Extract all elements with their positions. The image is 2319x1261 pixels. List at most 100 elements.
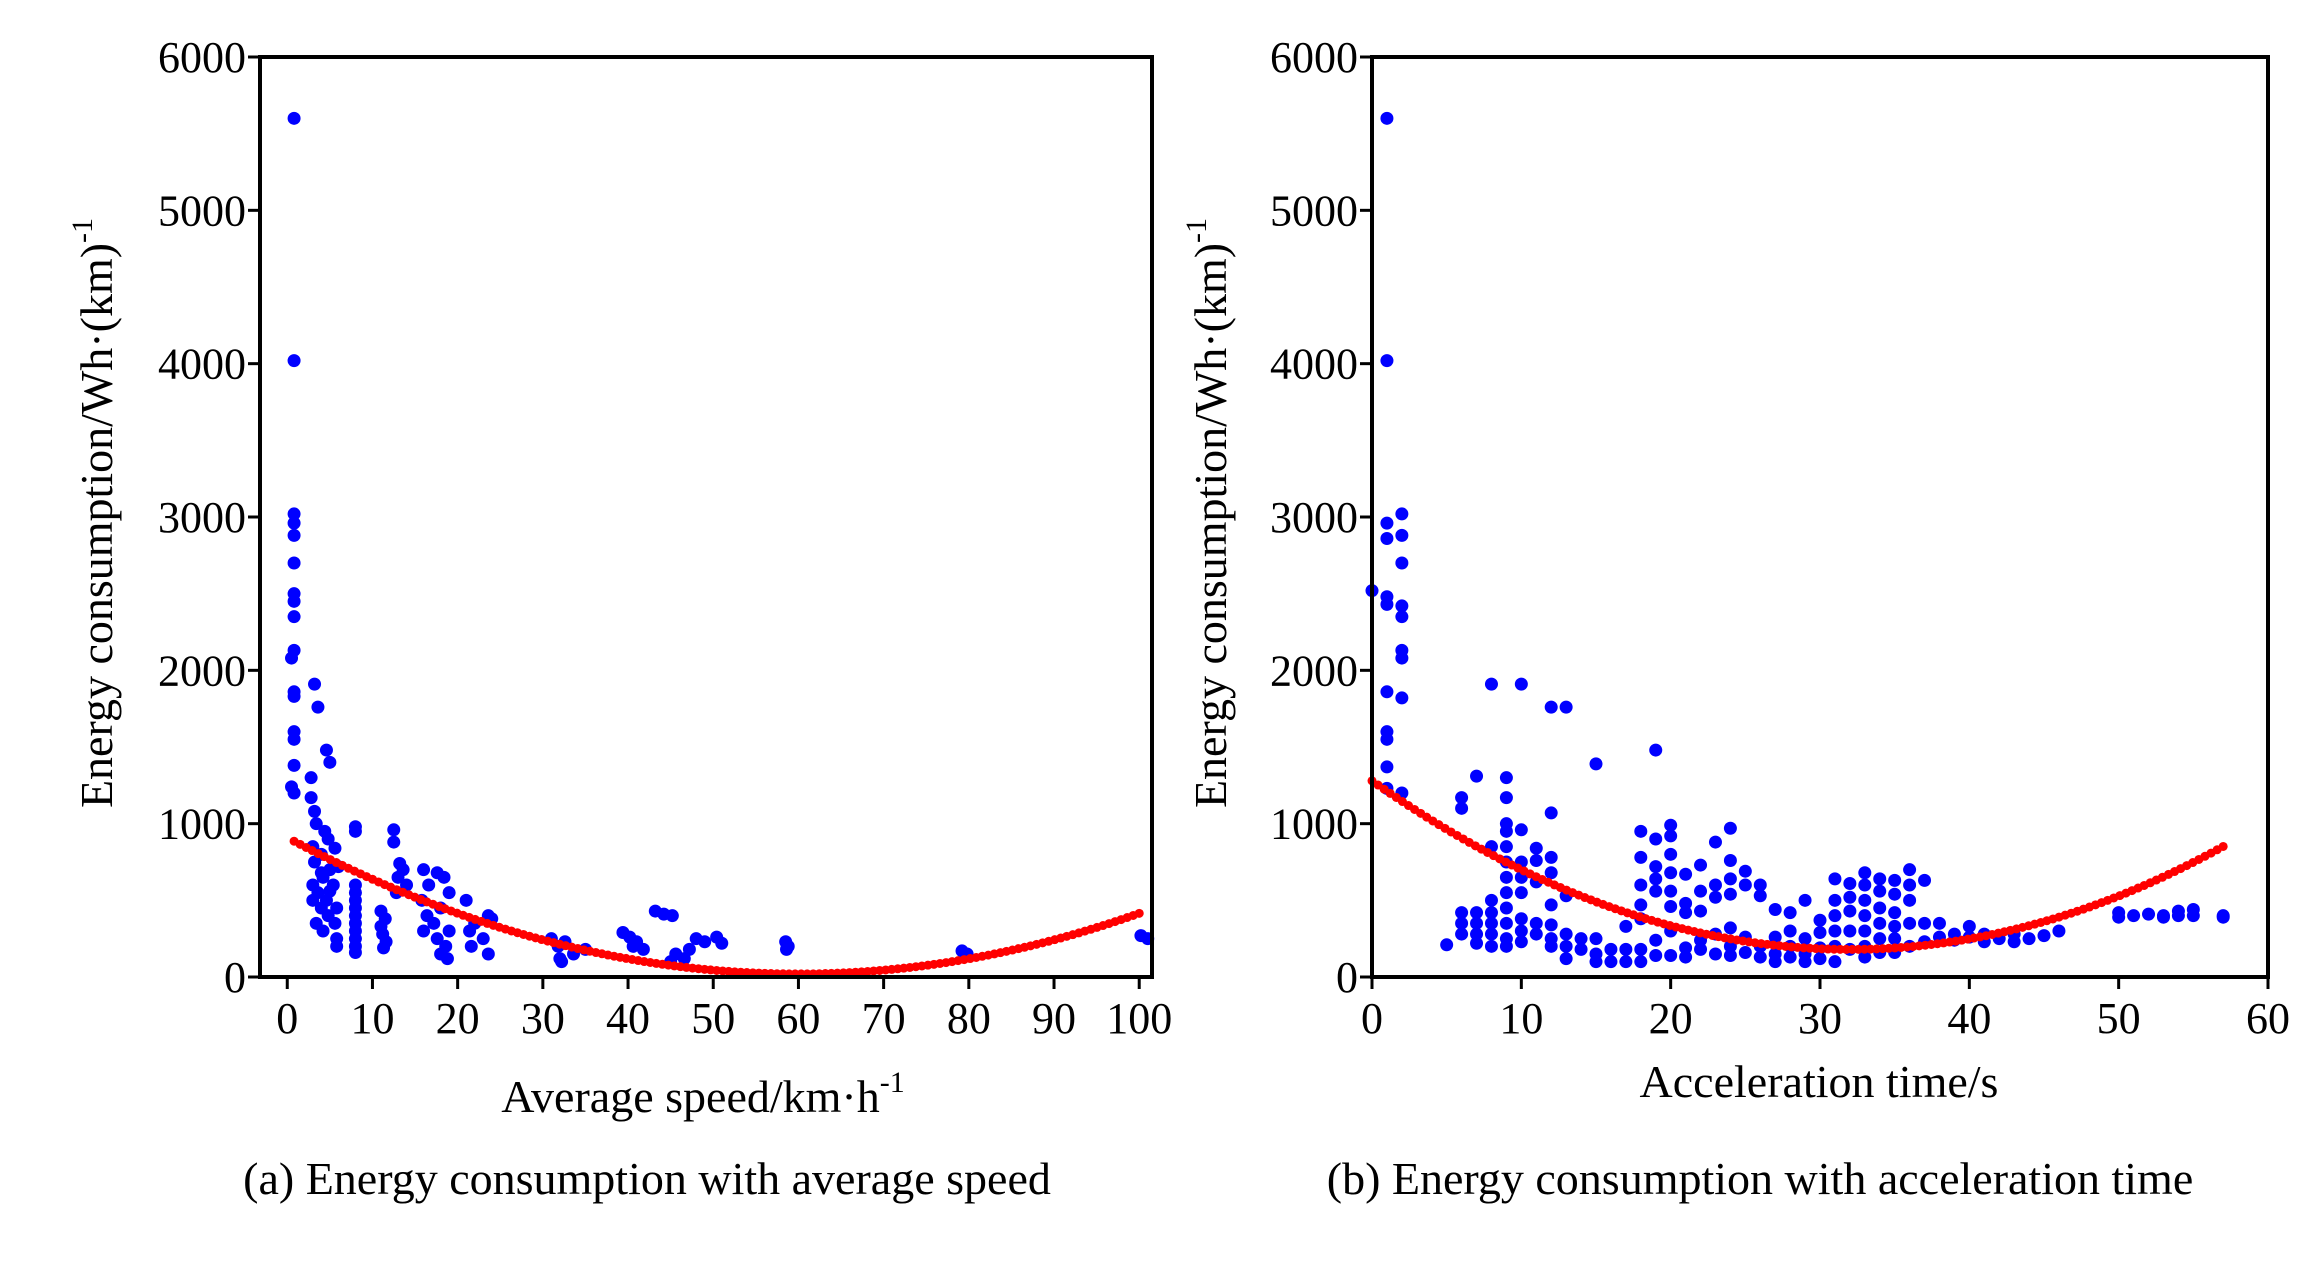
data-point [1380, 354, 1394, 368]
data-point [1664, 818, 1678, 832]
data-point [427, 916, 441, 930]
data-point [1634, 942, 1648, 956]
data-point [1753, 889, 1767, 903]
data-point [1395, 528, 1409, 542]
data-point [1694, 942, 1708, 956]
data-point [1813, 913, 1827, 927]
data-point [1514, 912, 1528, 926]
data-point [1649, 860, 1663, 874]
data-point [437, 870, 451, 884]
data-point [287, 111, 301, 125]
data-point [1798, 932, 1812, 946]
data-point [442, 886, 456, 900]
plot-frame [1370, 55, 2270, 979]
data-point [1499, 916, 1513, 930]
data-point [422, 878, 436, 892]
data-point [1544, 918, 1558, 932]
data-point [1380, 531, 1394, 545]
data-point [780, 942, 794, 956]
data-point [430, 932, 444, 946]
data-point [1634, 898, 1648, 912]
data-point [1903, 916, 1917, 930]
fit-curve-point [1134, 908, 1144, 918]
data-point [1544, 850, 1558, 864]
data-point [1873, 884, 1887, 898]
data-point [330, 939, 344, 953]
data-point [1903, 878, 1917, 892]
data-point [636, 942, 650, 956]
data-point [1708, 835, 1722, 849]
data-point [2216, 910, 2230, 924]
data-point [328, 841, 342, 855]
data-point [1470, 936, 1484, 950]
data-point [1470, 916, 1484, 930]
data-point [1828, 893, 1842, 907]
data-point [1858, 866, 1872, 880]
data-point [1649, 743, 1663, 757]
data-point [323, 884, 337, 898]
y-tick-label: 0 [224, 953, 246, 1002]
data-point [476, 932, 490, 946]
data-point [417, 924, 431, 938]
data-point [1574, 942, 1588, 956]
y-tick-label: 2000 [1270, 646, 1358, 695]
data-point [1843, 904, 1857, 918]
data-point [321, 832, 335, 846]
data-point [463, 924, 477, 938]
data-point [2171, 909, 2185, 923]
chart-caption: (a) Energy consumption with average spee… [243, 1153, 1051, 1204]
data-point [1723, 821, 1737, 835]
data-point [1753, 878, 1767, 892]
data-point [1499, 771, 1513, 785]
data-point [1738, 864, 1752, 878]
x-tick-label: 90 [1032, 994, 1076, 1043]
data-point [1440, 938, 1454, 952]
data-point [1529, 916, 1543, 930]
data-point [387, 823, 401, 837]
data-point [1380, 597, 1394, 611]
data-point [1499, 824, 1513, 838]
data-point [1828, 955, 1842, 969]
data-point [1499, 886, 1513, 900]
data-point [1649, 832, 1663, 846]
data-point [314, 866, 328, 880]
y-axis-label-text: Energy consumption/Wh·(km) [71, 243, 122, 808]
data-point [1470, 906, 1484, 920]
data-point [1723, 921, 1737, 935]
data-point [1664, 829, 1678, 843]
data-point [1918, 916, 1932, 930]
data-point [1828, 872, 1842, 886]
data-point [1858, 924, 1872, 938]
data-point [1634, 850, 1648, 864]
data-point [1380, 516, 1394, 530]
data-point [287, 786, 301, 800]
data-point [1873, 916, 1887, 930]
data-point [1858, 950, 1872, 964]
data-point [316, 924, 330, 938]
data-point [1484, 939, 1498, 953]
data-point [1470, 927, 1484, 941]
data-point [1544, 866, 1558, 880]
y-tick-label: 6000 [1270, 33, 1358, 82]
data-point [1514, 935, 1528, 949]
data-point [319, 743, 333, 757]
x-tick-label: 30 [1798, 994, 1842, 1043]
x-axis-label-text: Average speed/km·h [501, 1071, 880, 1122]
data-point [1455, 801, 1469, 815]
y-tick-label: 4000 [158, 340, 246, 389]
data-point [2142, 907, 2156, 921]
data-point [1380, 111, 1394, 125]
y-tick-label: 5000 [158, 186, 246, 235]
data-point [306, 893, 320, 907]
data-point [1499, 791, 1513, 805]
data-point [285, 651, 299, 665]
data-point [348, 824, 362, 838]
x-axis-label-superscript: -1 [880, 1066, 905, 1099]
x-tick-label: 80 [947, 994, 991, 1043]
x-tick-label: 50 [2097, 994, 2141, 1043]
data-point [348, 945, 362, 959]
data-point [1604, 942, 1618, 956]
data-point [1544, 806, 1558, 820]
data-point [1380, 760, 1394, 774]
data-point [2127, 909, 2141, 923]
